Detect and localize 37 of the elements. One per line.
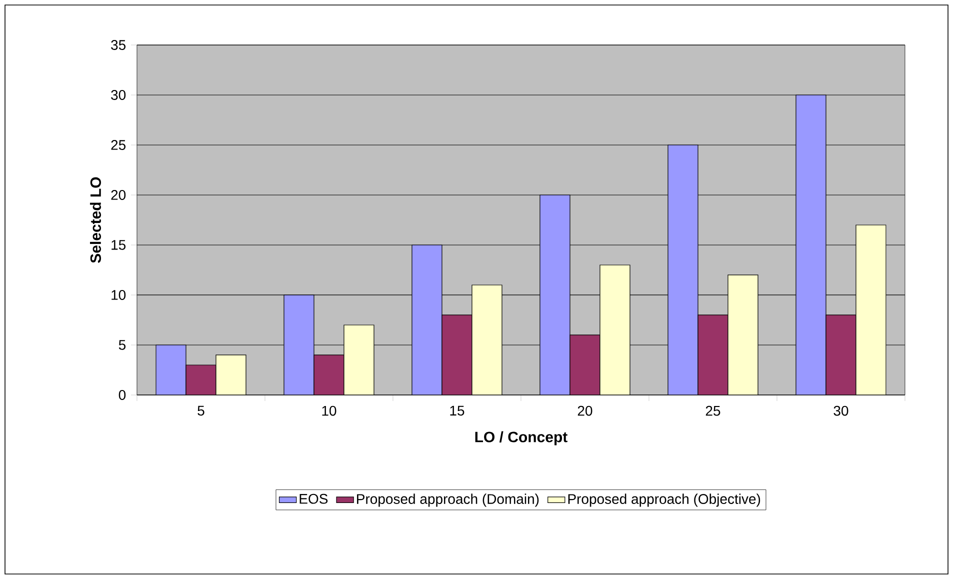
bar [856,224,886,395]
x-tick-label: 15 [450,406,464,416]
legend-label: Proposed approach (Domain) [357,494,539,507]
y-tick-label: 10 [112,290,126,300]
bar [216,354,246,395]
bar [412,244,442,395]
bar [570,334,600,395]
y-axis-title: Selected LO [90,177,101,263]
x-tick-label: 25 [706,406,720,416]
bar [156,344,186,395]
y-tick-label: 30 [111,90,126,100]
bar [314,354,344,395]
bar [442,314,472,395]
bar [796,94,826,395]
y-tick-label: 20 [111,190,126,200]
y-tick-label: 35 [111,40,126,50]
x-tick-label: 30 [834,406,848,416]
x-tick-label: 20 [578,406,592,416]
bar [698,314,728,395]
bar [668,144,698,395]
x-tick-label: 10 [322,406,336,416]
x-tick-label: 5 [198,406,204,416]
y-tick-label: 15 [112,240,126,250]
bar [540,194,570,395]
x-axis-title: LO / Concept [475,431,568,446]
bar [472,284,502,395]
y-tick-label: 0 [118,390,126,400]
bar [826,314,856,395]
y-tick-label: 25 [111,140,126,150]
bar [284,294,314,395]
legend-label: Proposed approach (Objective) [568,494,760,507]
bar [600,264,630,395]
bar [344,324,374,395]
bar [186,364,216,395]
legend-label: EOS [300,494,328,504]
bar [728,274,758,395]
y-tick-label: 5 [118,340,126,350]
